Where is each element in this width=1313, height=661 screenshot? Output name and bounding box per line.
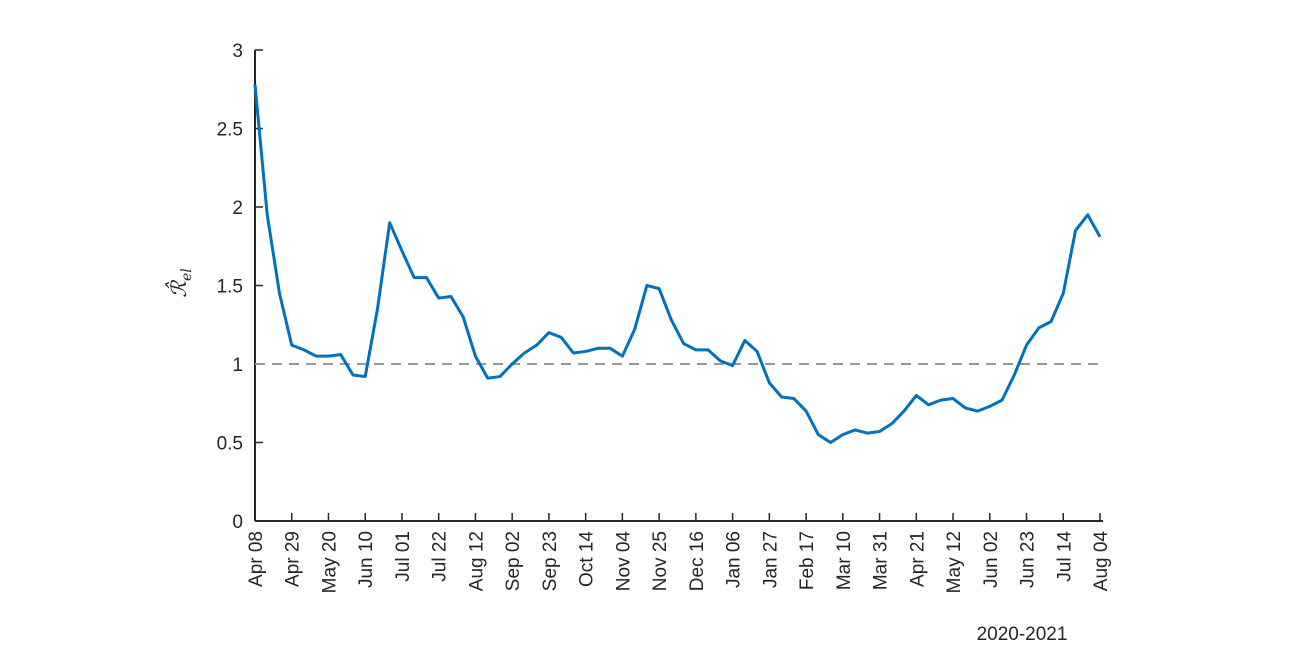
y-tick-label: 2.5 <box>217 120 243 141</box>
x-tick-label: Oct 14 <box>577 531 598 587</box>
x-tick-label: May 12 <box>944 531 965 593</box>
x-tick-label: Jan 27 <box>760 531 781 588</box>
x-tick-label: Mar 31 <box>871 531 892 590</box>
data-line <box>253 84 1102 444</box>
x-tick-label: Jun 10 <box>356 531 377 588</box>
y-tick-label: 2 <box>232 198 243 219</box>
y-axis-label: ℛ̂el <box>165 268 195 298</box>
y-tick-label: 0.5 <box>217 434 243 455</box>
y-tick-label: 3 <box>232 41 243 62</box>
x-axis-label: 2020-2021 <box>977 624 1068 645</box>
y-tick-label: 1 <box>232 355 243 376</box>
x-tick-label: Jul 22 <box>430 531 451 582</box>
x-tick-label: Aug 04 <box>1091 531 1112 592</box>
x-tick-label: Nov 25 <box>650 531 671 591</box>
x-tick-label: Jun 02 <box>981 531 1002 588</box>
x-tick-label: Aug 12 <box>466 531 487 591</box>
x-tick-label: Jul 01 <box>393 531 414 582</box>
x-tick-label: Jun 23 <box>1018 531 1039 588</box>
x-tick-label: Sep 02 <box>503 531 524 591</box>
x-tick-label: Jan 06 <box>724 531 745 588</box>
x-tick-label: Apr 29 <box>283 531 304 587</box>
x-tick-label: Feb 17 <box>797 531 818 590</box>
y-tick-label: 0 <box>232 512 243 533</box>
x-tick-label: Jul 14 <box>1054 531 1075 582</box>
x-tick-label: Mar 10 <box>834 531 855 590</box>
x-tick-label: May 20 <box>319 531 340 593</box>
y-tick-label: 1.5 <box>217 277 243 298</box>
y-label-subscript: el <box>179 268 195 281</box>
x-tick-label: Apr 21 <box>907 531 928 587</box>
x-tick-label: Apr 08 <box>246 531 267 587</box>
y-label-symbol: ℛ̂ <box>165 280 191 298</box>
x-tick-label: Nov 04 <box>613 531 634 592</box>
x-tick-label: Dec 16 <box>687 531 708 591</box>
x-tick-label: Sep 23 <box>540 531 561 591</box>
